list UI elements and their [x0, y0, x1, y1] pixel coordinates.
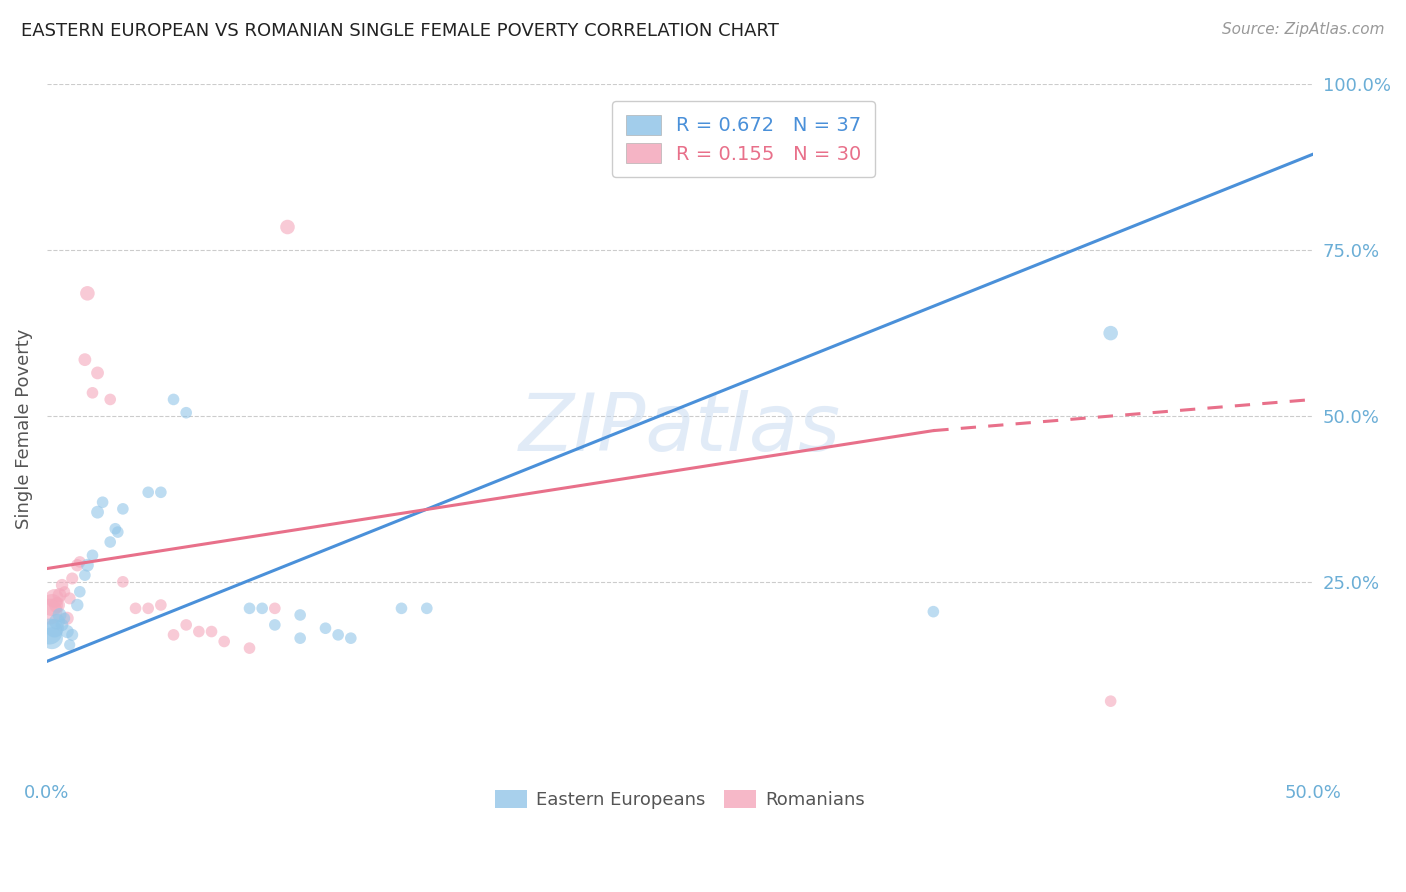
Point — [1099, 694, 1122, 708]
Point — [86, 366, 108, 380]
Point — [263, 618, 285, 632]
Point — [38, 605, 60, 619]
Point — [66, 598, 89, 612]
Point — [328, 628, 350, 642]
Point — [263, 601, 285, 615]
Point — [56, 611, 79, 625]
Point — [48, 607, 70, 622]
Point — [162, 392, 184, 407]
Point — [276, 220, 298, 235]
Point — [200, 624, 222, 639]
Point — [124, 601, 146, 615]
Point — [73, 568, 96, 582]
Point — [238, 601, 260, 615]
Point — [104, 522, 127, 536]
Point — [288, 607, 311, 622]
Point — [69, 555, 91, 569]
Point — [98, 392, 121, 407]
Point — [41, 631, 63, 645]
Point — [136, 601, 159, 615]
Point — [53, 611, 76, 625]
Point — [212, 634, 235, 648]
Point — [922, 605, 945, 619]
Point — [187, 624, 209, 639]
Point — [340, 631, 363, 645]
Point — [111, 501, 134, 516]
Point — [76, 286, 98, 301]
Point — [82, 385, 104, 400]
Point — [162, 628, 184, 642]
Point — [59, 591, 82, 606]
Point — [288, 631, 311, 645]
Point — [66, 558, 89, 573]
Point — [98, 535, 121, 549]
Point — [48, 588, 70, 602]
Point — [416, 601, 439, 615]
Point — [73, 352, 96, 367]
Point — [82, 549, 104, 563]
Point — [51, 578, 73, 592]
Y-axis label: Single Female Poverty: Single Female Poverty — [15, 329, 32, 530]
Point — [56, 624, 79, 639]
Point — [86, 505, 108, 519]
Point — [60, 628, 83, 642]
Point — [238, 641, 260, 656]
Point — [59, 638, 82, 652]
Point — [111, 574, 134, 589]
Point — [174, 406, 197, 420]
Text: ZIPatlas: ZIPatlas — [519, 391, 841, 468]
Point — [44, 591, 66, 606]
Point — [44, 621, 66, 635]
Point — [76, 558, 98, 573]
Point — [53, 584, 76, 599]
Point — [51, 618, 73, 632]
Point — [41, 598, 63, 612]
Point — [391, 601, 413, 615]
Text: EASTERN EUROPEAN VS ROMANIAN SINGLE FEMALE POVERTY CORRELATION CHART: EASTERN EUROPEAN VS ROMANIAN SINGLE FEMA… — [21, 22, 779, 40]
Point — [1099, 326, 1122, 340]
Point — [38, 624, 60, 639]
Point — [174, 618, 197, 632]
Text: Source: ZipAtlas.com: Source: ZipAtlas.com — [1222, 22, 1385, 37]
Point — [46, 598, 69, 612]
Point — [149, 598, 172, 612]
Point — [91, 495, 114, 509]
Point — [136, 485, 159, 500]
Point — [69, 584, 91, 599]
Legend: Eastern Europeans, Romanians: Eastern Europeans, Romanians — [481, 775, 880, 823]
Point — [315, 621, 337, 635]
Point — [250, 601, 273, 615]
Point — [46, 615, 69, 629]
Point — [107, 524, 129, 539]
Point — [60, 572, 83, 586]
Point — [149, 485, 172, 500]
